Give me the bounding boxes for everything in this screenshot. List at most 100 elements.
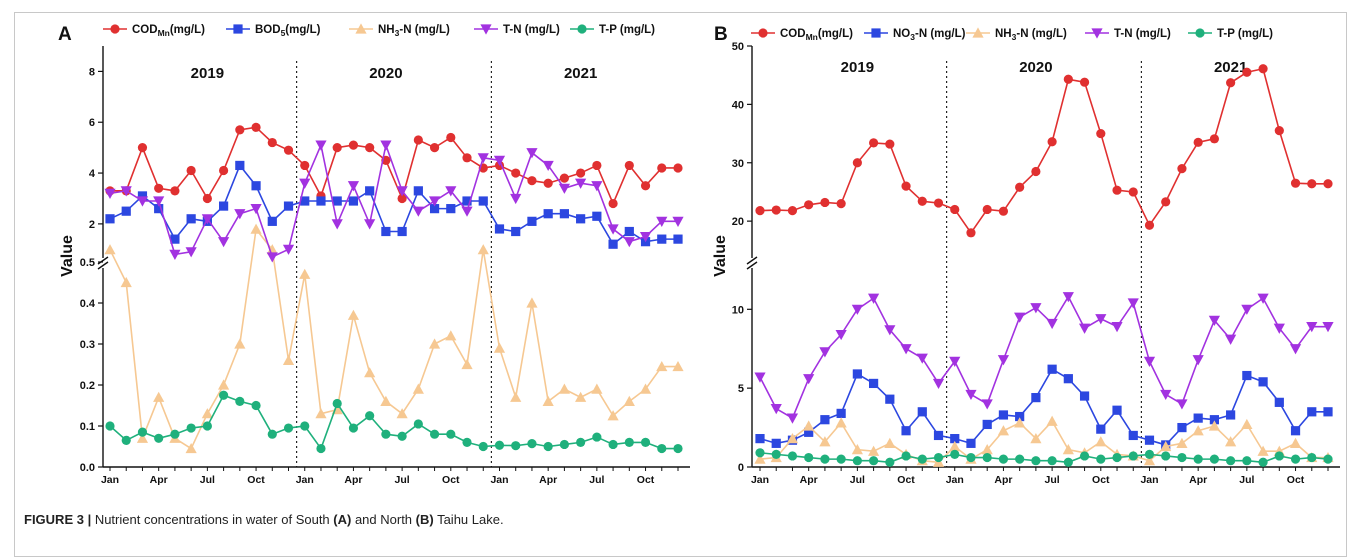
y-tick-label: 0.1 xyxy=(80,421,95,433)
data-point-4 xyxy=(283,423,294,433)
data-point-3 xyxy=(932,378,945,390)
data-point-0 xyxy=(624,160,634,171)
data-point-0 xyxy=(1063,74,1073,84)
data-point-3 xyxy=(1225,334,1237,345)
series-line-1 xyxy=(759,368,1328,446)
data-point-1 xyxy=(820,415,830,425)
data-point-3 xyxy=(981,399,993,410)
data-point-3 xyxy=(169,249,181,260)
data-point-3 xyxy=(1143,356,1156,367)
data-point-2 xyxy=(558,383,570,394)
figure-caption: FIGURE 3 | Nutrient concentrations in wa… xyxy=(24,512,504,527)
data-point-2 xyxy=(1257,445,1269,456)
caption-label: FIGURE 3 | xyxy=(24,512,92,527)
data-point-4 xyxy=(755,448,765,458)
series-line-0 xyxy=(759,67,1328,235)
y-tick-label: 0 xyxy=(738,462,744,474)
data-point-3 xyxy=(299,178,311,189)
data-point-3 xyxy=(900,344,912,355)
data-point-4 xyxy=(478,441,488,452)
data-point-0 xyxy=(1258,64,1268,74)
data-point-3 xyxy=(364,219,376,230)
data-point-4 xyxy=(950,449,960,459)
data-point-1 xyxy=(300,196,310,206)
data-point-3 xyxy=(347,181,360,192)
series-line-2 xyxy=(759,419,1328,464)
data-point-4 xyxy=(462,437,472,447)
data-point-3 xyxy=(1095,314,1107,325)
data-point-0 xyxy=(933,198,944,208)
data-point-3 xyxy=(656,216,668,227)
data-point-0 xyxy=(283,145,294,155)
data-point-1 xyxy=(446,204,456,214)
data-point-2 xyxy=(1225,436,1237,447)
data-point-0 xyxy=(154,183,164,193)
data-point-3 xyxy=(591,181,603,192)
data-point-4 xyxy=(1226,456,1236,466)
data-point-4 xyxy=(804,452,814,463)
data-point-4 xyxy=(624,437,634,447)
data-point-2 xyxy=(1208,420,1220,431)
x-tick-label: Oct xyxy=(637,474,655,486)
data-point-3 xyxy=(1111,322,1123,333)
data-point-2 xyxy=(234,338,246,349)
data-point-0 xyxy=(559,173,570,183)
data-point-3 xyxy=(510,193,522,205)
x-tick-label: Apr xyxy=(344,474,362,486)
data-point-3 xyxy=(884,325,896,336)
data-point-2 xyxy=(185,442,197,454)
y-tick-label: 0.3 xyxy=(80,339,95,351)
data-point-0 xyxy=(1226,78,1236,88)
data-point-2 xyxy=(851,444,863,455)
data-point-3 xyxy=(266,252,278,263)
axis-break xyxy=(97,261,109,270)
data-point-3 xyxy=(1127,298,1139,309)
data-point-1 xyxy=(1015,411,1025,422)
data-point-3 xyxy=(1014,312,1026,323)
x-tick-label: Apr xyxy=(800,474,818,486)
data-point-2 xyxy=(428,338,441,349)
data-point-4 xyxy=(1096,454,1106,464)
data-point-1 xyxy=(251,181,261,191)
data-point-1 xyxy=(966,438,976,448)
data-point-4 xyxy=(1063,457,1073,467)
data-point-0 xyxy=(804,200,814,210)
data-point-4 xyxy=(1079,451,1090,461)
data-point-0 xyxy=(527,176,537,186)
data-point-0 xyxy=(950,204,960,215)
caption-text-2: and North xyxy=(351,512,416,527)
data-point-2 xyxy=(120,276,132,288)
data-point-1 xyxy=(804,427,814,437)
data-point-2 xyxy=(997,425,1010,436)
data-point-4 xyxy=(1274,451,1284,461)
x-tick-label: Jul xyxy=(395,474,410,486)
data-point-1 xyxy=(1144,435,1155,445)
data-point-4 xyxy=(576,437,586,447)
data-point-4 xyxy=(527,439,537,449)
data-point-2 xyxy=(754,453,766,464)
data-point-1 xyxy=(950,434,960,444)
data-point-0 xyxy=(869,138,879,148)
data-point-0 xyxy=(836,199,846,209)
data-point-1 xyxy=(608,239,618,249)
data-point-2 xyxy=(884,437,896,448)
data-point-3 xyxy=(575,178,587,189)
y-axis-label: Value xyxy=(712,235,729,277)
x-tick-label: Apr xyxy=(994,474,1012,486)
data-point-1 xyxy=(1307,407,1317,417)
data-point-3 xyxy=(1273,323,1285,334)
data-point-1 xyxy=(901,426,911,436)
legend-marker xyxy=(577,24,587,34)
data-point-1 xyxy=(576,214,586,224)
data-point-4 xyxy=(348,423,359,433)
data-point-1 xyxy=(673,234,683,244)
data-point-1 xyxy=(1290,426,1301,436)
data-point-2 xyxy=(639,383,652,394)
data-point-0 xyxy=(576,168,586,178)
y-tick-label: 10 xyxy=(732,304,744,316)
data-point-0 xyxy=(413,135,423,145)
data-point-1 xyxy=(869,378,879,389)
data-point-4 xyxy=(202,421,212,431)
y-tick-label: 6 xyxy=(89,117,95,129)
data-point-2 xyxy=(1160,440,1172,452)
